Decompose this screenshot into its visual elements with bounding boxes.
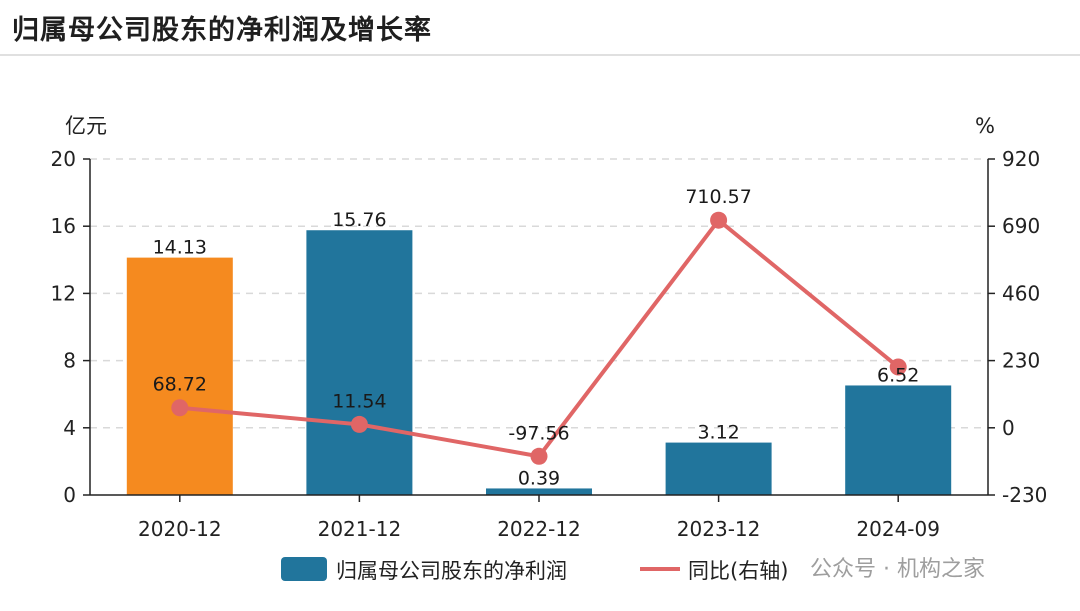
bar — [306, 230, 413, 495]
x-tick-label: 2024-09 — [856, 517, 940, 541]
right-tick-label: 920 — [1002, 147, 1040, 171]
bar — [845, 385, 952, 495]
data-labels: 14.13 15.76 0.39 3.12 6.52 68.72 11.54 -97.56 71… — [153, 186, 920, 489]
bar-series — [126, 230, 952, 495]
right-tick-label: 230 — [1002, 349, 1040, 373]
right-tick-label: 0 — [1002, 416, 1015, 440]
bar-value-label: 14.13 — [153, 237, 207, 259]
right-tick-label: 460 — [1002, 281, 1040, 305]
left-tick-label: 8 — [63, 349, 76, 373]
grid-lines — [90, 158, 988, 429]
x-tick-label: 2023-12 — [677, 517, 761, 541]
left-tick-label: 16 — [51, 214, 76, 238]
yoy-value-label: 710.57 — [685, 186, 751, 208]
legend-swatch-bar — [281, 557, 327, 581]
yoy-point — [710, 211, 728, 229]
legend-label-bar: 归属母公司股东的净利润 — [336, 559, 567, 583]
x-tick-label: 2022-12 — [497, 517, 581, 541]
bar-value-label: 15.76 — [332, 209, 386, 231]
bar-value-label: 0.39 — [518, 467, 560, 489]
axes: 0 4 8 12 16 20 -230 0 230 460 690 920 亿元 % 2020-12 2021… — [51, 114, 1048, 541]
bar — [486, 488, 592, 495]
bar — [665, 442, 772, 495]
bar-value-label: 6.52 — [877, 364, 919, 386]
yoy-point — [889, 358, 907, 376]
title-divider — [0, 54, 1080, 56]
bar — [126, 257, 233, 495]
left-tick-label: 12 — [51, 281, 76, 305]
right-tick-label: -230 — [1002, 483, 1047, 507]
yoy-line — [179, 217, 900, 459]
x-tick-label: 2020-12 — [138, 517, 222, 541]
left-tick-label: 4 — [63, 416, 76, 440]
yoy-value-label: 11.54 — [332, 390, 386, 412]
yoy-point — [530, 447, 548, 465]
left-axis-unit: 亿元 — [65, 114, 107, 138]
right-axis-unit: % — [975, 114, 995, 138]
chart-title: 归属母公司股东的净利润及增长率 — [12, 15, 432, 46]
yoy-value-label: 68.72 — [153, 374, 207, 396]
bar-value-label: 3.12 — [697, 422, 739, 444]
legend-label-line: 同比(右轴) — [688, 559, 788, 583]
yoy-value-label: -97.56 — [508, 422, 569, 444]
watermark-text: 公众号 · 机构之家 — [810, 557, 985, 582]
x-tick-label: 2021-12 — [318, 517, 402, 541]
legend: 归属母公司股东的净利润 同比(右轴) — [281, 557, 788, 583]
yoy-point — [350, 415, 368, 433]
right-tick-label: 690 — [1002, 214, 1040, 238]
line-series — [171, 211, 907, 465]
left-tick-label: 0 — [63, 483, 76, 507]
yoy-point — [171, 399, 189, 417]
left-tick-label: 20 — [51, 147, 76, 171]
